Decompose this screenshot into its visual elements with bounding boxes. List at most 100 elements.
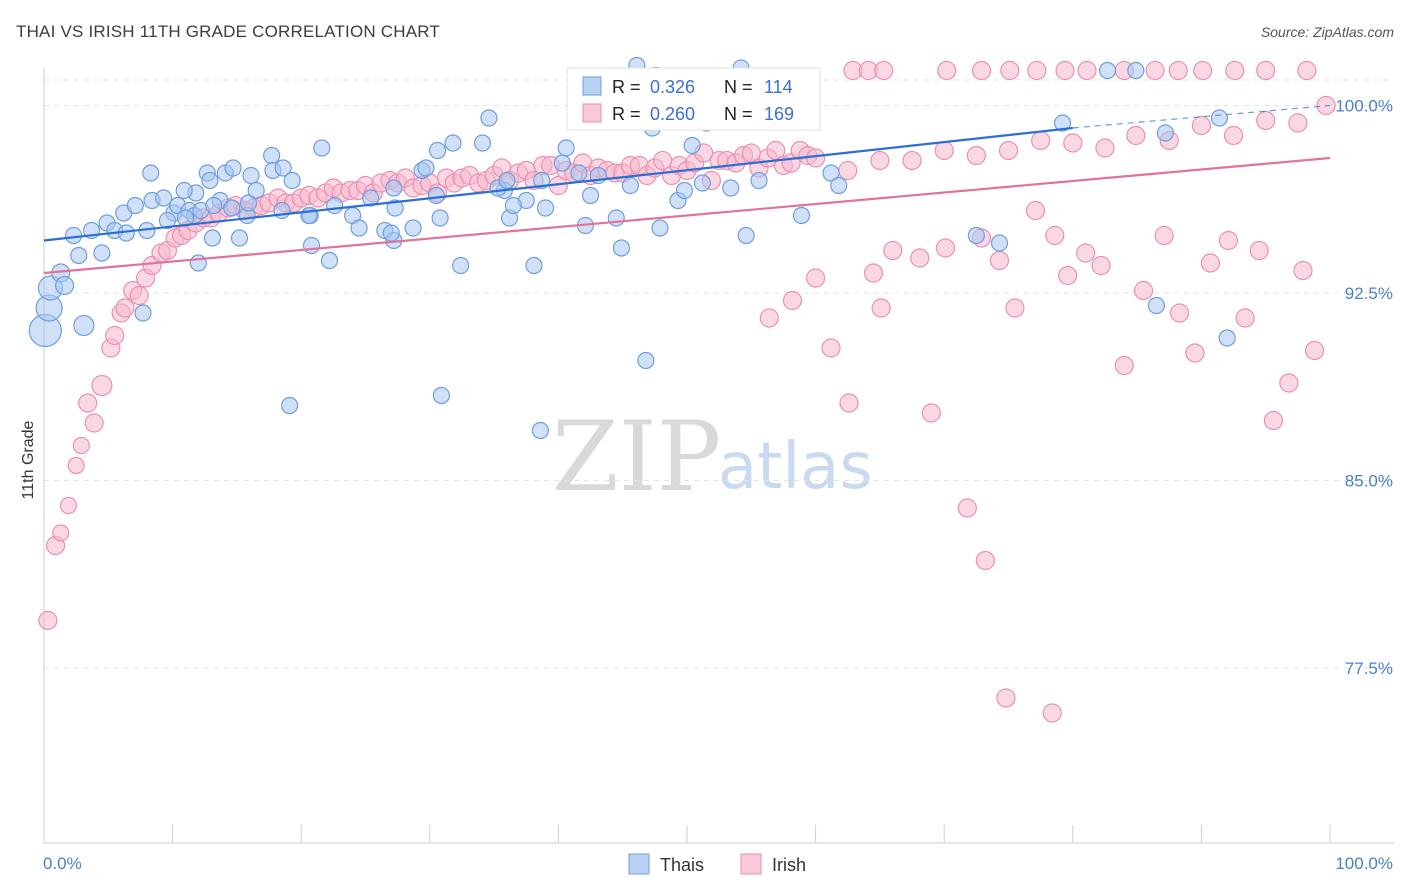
thai-point: [281, 396, 299, 415]
irish-point: [937, 60, 957, 81]
irish-point: [1288, 113, 1308, 133]
thai-point: [242, 166, 260, 185]
thai-point: [651, 219, 669, 237]
irish-point: [759, 308, 779, 328]
irish-point: [989, 250, 1010, 271]
y-tick-label: 77.5%: [1345, 659, 1393, 678]
watermark-atlas: atlas: [718, 430, 873, 504]
thai-point: [612, 239, 631, 257]
legend-box: R = 0.326 N = 114 R = 0.260 N = 169: [566, 67, 821, 131]
thai-point: [473, 134, 492, 152]
irish-point: [1126, 125, 1146, 146]
irish-point: [1169, 303, 1190, 323]
thai-point: [621, 176, 640, 195]
irish-point: [1058, 265, 1078, 286]
legend-irish-r-label: R =: [612, 104, 641, 124]
thai-point: [385, 179, 403, 197]
thai-point: [428, 141, 447, 160]
thai-point: [54, 275, 75, 296]
irish-point: [1297, 60, 1317, 81]
irish-point: [821, 338, 841, 358]
thai-point: [126, 196, 144, 215]
irish-point: [72, 436, 90, 455]
irish-point: [966, 145, 986, 166]
irish-point: [1076, 243, 1096, 263]
thai-point: [313, 139, 331, 157]
irish-point: [1249, 240, 1269, 261]
irish-point: [1027, 60, 1047, 81]
thai-point: [263, 146, 281, 165]
thai-point: [201, 171, 219, 190]
irish-point: [1185, 343, 1205, 363]
thai-point: [283, 171, 301, 190]
thai-point: [990, 234, 1009, 252]
irish-point: [84, 413, 104, 433]
irish-point: [957, 498, 977, 518]
legend-irish-n-value: 169: [764, 104, 794, 124]
irish-point: [1045, 225, 1065, 246]
irish-trend-line: [43, 156, 1331, 275]
irish-point: [863, 263, 884, 283]
thai-point: [675, 181, 694, 200]
thai-point: [73, 314, 95, 337]
irish-point: [1256, 60, 1276, 81]
thai-point: [1053, 114, 1072, 132]
thai-point: [417, 159, 435, 177]
thai-point: [750, 171, 768, 190]
thai-point: [64, 226, 83, 245]
irish-point: [129, 285, 149, 306]
irish-point: [782, 290, 803, 311]
thai-point: [1156, 124, 1174, 142]
thai-point: [444, 134, 462, 152]
irish-point: [921, 403, 941, 423]
thai-point: [362, 189, 380, 207]
chart-title: THAI VS IRISH 11TH GRADE CORRELATION CHA…: [16, 22, 441, 41]
irish-point: [1200, 253, 1221, 273]
legend-thai-r-value: 0.326: [650, 77, 695, 97]
thai-point: [1210, 109, 1229, 127]
bottom-legend: Thais Irish: [628, 853, 806, 875]
irish-point: [1005, 298, 1025, 318]
thai-point: [427, 186, 445, 205]
thai-point: [431, 209, 449, 227]
irish-point: [1055, 60, 1075, 81]
axes: [43, 68, 1394, 844]
thai-point: [557, 139, 575, 157]
y-tick-labels: 77.5% 85.0% 92.5% 100.0%: [1335, 97, 1393, 679]
bottom-legend-thai-label: Thais: [660, 855, 704, 875]
irish-point: [1095, 138, 1115, 158]
thai-point: [553, 154, 571, 172]
trend-lines: [43, 104, 1331, 275]
y-axis-label: 11th Grade: [20, 420, 37, 499]
irish-point: [1025, 200, 1046, 221]
irish-point: [1000, 60, 1020, 81]
legend-thai-n-label: N =: [724, 77, 753, 97]
irish-point: [105, 325, 125, 346]
thai-point: [142, 164, 160, 182]
irish-point: [78, 393, 98, 413]
irish-point: [838, 160, 858, 181]
thai-point: [205, 196, 223, 215]
legend-thai-r-label: R =: [612, 77, 641, 97]
irish-point: [1077, 60, 1097, 81]
irish-point: [91, 374, 113, 397]
irish-point: [1218, 230, 1239, 251]
irish-point: [1304, 340, 1325, 361]
thai-point: [504, 196, 522, 215]
irish-point: [805, 268, 826, 288]
irish-point: [935, 238, 956, 258]
thai-point: [350, 219, 368, 237]
thai-point: [581, 186, 600, 205]
thai-point: [1147, 296, 1165, 315]
legend-thai-swatch: [582, 76, 602, 96]
thai-point: [189, 254, 207, 272]
thai-point: [570, 164, 588, 182]
thai-point: [830, 176, 848, 195]
thai-point: [239, 194, 258, 212]
irish-point: [67, 456, 85, 475]
irish-point: [902, 150, 922, 171]
irish-point: [805, 148, 826, 168]
thai-point: [432, 386, 450, 405]
thai-point: [203, 229, 222, 247]
